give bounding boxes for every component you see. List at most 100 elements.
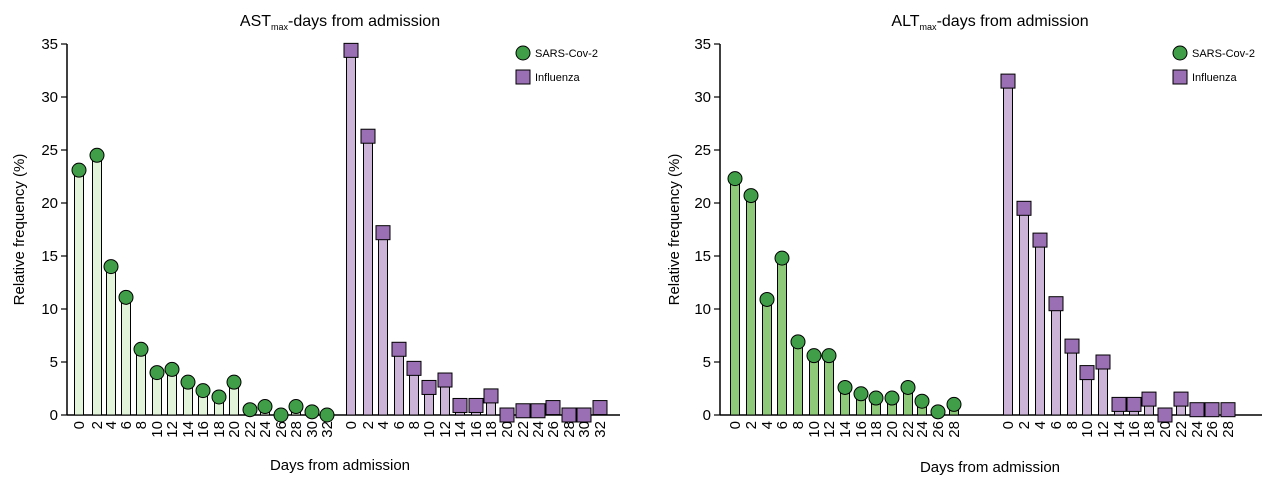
data-point (1157, 407, 1173, 423)
y-tick-label: 20 (41, 195, 58, 212)
data-point (1204, 402, 1220, 418)
y-tick-label: 15 (694, 248, 711, 265)
bar (106, 266, 116, 416)
data-point (853, 386, 869, 402)
legend-label: SARS-Cov-2 (535, 48, 598, 60)
data-point (576, 407, 592, 423)
x-tick-label: 10 (421, 421, 438, 438)
data-point (288, 399, 304, 415)
bar (1098, 361, 1108, 416)
x-tick-label: 22 (900, 421, 917, 438)
x-tick-label: 28 (946, 421, 963, 438)
data-point (900, 379, 916, 395)
bar (136, 348, 146, 416)
x-tick-label: 0 (343, 421, 360, 429)
bar (74, 169, 84, 416)
data-point (1079, 365, 1095, 381)
legend-label: Influenza (1192, 72, 1238, 84)
bar (346, 49, 356, 416)
data-point (774, 250, 790, 266)
bar (1051, 303, 1061, 416)
x-tick-label: 6 (774, 421, 791, 429)
data-point (343, 42, 359, 58)
bar (1019, 207, 1029, 416)
data-point (164, 361, 180, 377)
x-tick-label: 2 (360, 421, 377, 429)
x-tick-label: 4 (759, 421, 776, 429)
data-point (821, 348, 837, 364)
data-point (391, 341, 407, 357)
x-tick-label: 20 (884, 421, 901, 438)
data-point (1220, 402, 1236, 418)
bar (1035, 239, 1045, 416)
data-point (946, 396, 962, 412)
data-point (1095, 354, 1111, 370)
x-tick-label: 20 (499, 421, 516, 438)
y-tick-label: 35 (694, 36, 711, 53)
legend: SARS-Cov-2 Influenza (1172, 45, 1255, 85)
x-tick-label: 28 (1220, 421, 1237, 438)
y-tick-label: 0 (703, 407, 711, 424)
data-point (1141, 391, 1157, 407)
data-point (1126, 396, 1142, 412)
x-tick-label: 4 (103, 421, 120, 429)
x-tick-label: 16 (468, 421, 485, 438)
chart-title: ALTmax-days from admission (891, 13, 1088, 32)
bar (762, 298, 772, 416)
chart-panel-1: ASTmax-days from admission05101520253035… (11, 13, 620, 474)
data-point (242, 402, 258, 418)
bar (92, 154, 102, 416)
data-point (437, 372, 453, 388)
x-tick-label: 26 (930, 421, 947, 438)
data-point (1189, 402, 1205, 418)
data-point (592, 400, 608, 416)
bar (777, 257, 787, 416)
data-point (103, 259, 119, 275)
x-axis-label: Days from admission (270, 457, 410, 474)
data-point (452, 397, 468, 413)
data-point (837, 379, 853, 395)
bar (394, 348, 404, 416)
legend-marker (1172, 45, 1188, 61)
data-point (806, 348, 822, 364)
x-tick-label: 16 (853, 421, 870, 438)
data-point (790, 334, 806, 350)
x-tick-label: 0 (727, 421, 744, 429)
data-point (561, 407, 577, 423)
data-point (868, 390, 884, 406)
x-tick-label: 22 (242, 421, 259, 438)
data-point (226, 374, 242, 390)
y-tick-label: 25 (694, 142, 711, 159)
x-tick-label: 4 (375, 421, 392, 429)
y-axis-label: Relative frequency (%) (666, 154, 683, 306)
x-tick-label: 30 (576, 421, 593, 438)
y-axis-label: Relative frequency (%) (11, 154, 28, 306)
x-tick-label: 16 (195, 421, 212, 438)
chart-panel-2: ALTmax-days from admission05101520253035… (666, 13, 1262, 476)
x-tick-label: 24 (257, 421, 274, 438)
x-tick-label: 8 (1064, 421, 1081, 429)
x-tick-label: 12 (164, 421, 181, 438)
x-tick-label: 12 (821, 421, 838, 438)
bar (746, 195, 756, 416)
x-tick-label: 2 (743, 421, 760, 429)
bar (824, 355, 834, 416)
data-point (483, 388, 499, 404)
data-point (930, 404, 946, 420)
x-tick-label: 6 (1048, 421, 1065, 429)
data-point (1064, 338, 1080, 354)
x-tick-label: 18 (1141, 421, 1158, 438)
data-point (1016, 200, 1032, 216)
data-point (149, 365, 165, 381)
data-point (759, 291, 775, 307)
x-tick-label: 20 (1157, 421, 1174, 438)
x-tick-label: 32 (319, 421, 336, 438)
x-tick-label: 12 (1095, 421, 1112, 438)
x-tick-label: 22 (1173, 421, 1190, 438)
x-tick-label: 6 (391, 421, 408, 429)
data-point (743, 188, 759, 204)
y-tick-label: 5 (50, 354, 58, 371)
